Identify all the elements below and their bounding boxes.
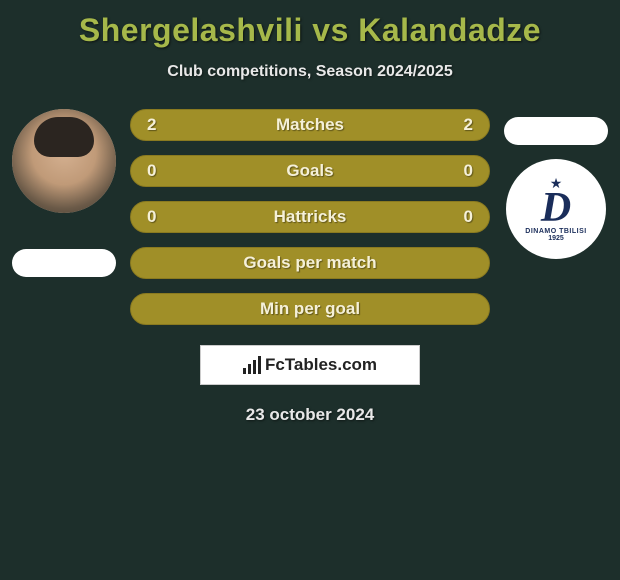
stat-label: Goals bbox=[286, 161, 333, 181]
stat-bars: 2 Matches 2 0 Goals 0 0 Hattricks 0 Goal… bbox=[130, 109, 490, 325]
stat-right-value: 0 bbox=[453, 207, 473, 227]
stat-label: Matches bbox=[276, 115, 344, 135]
club-badge-year: 1925 bbox=[548, 235, 564, 242]
club-badge-name: DINAMO TBILISI bbox=[525, 228, 586, 235]
brand-attribution: FcTables.com bbox=[200, 345, 420, 385]
right-player-club-badge: ★ D DINAMO TBILISI 1925 bbox=[506, 159, 606, 259]
stat-row-matches: 2 Matches 2 bbox=[130, 109, 490, 141]
stat-row-goals: 0 Goals 0 bbox=[130, 155, 490, 187]
comparison-date: 23 october 2024 bbox=[0, 405, 620, 425]
stat-label: Goals per match bbox=[243, 253, 376, 273]
club-badge-letter: D bbox=[541, 192, 571, 226]
stat-row-hattricks: 0 Hattricks 0 bbox=[130, 201, 490, 233]
stat-left-value: 2 bbox=[147, 115, 167, 135]
stat-left-value: 0 bbox=[147, 207, 167, 227]
left-player-avatar bbox=[12, 109, 116, 213]
comparison-body: 2 Matches 2 0 Goals 0 0 Hattricks 0 Goal… bbox=[0, 109, 620, 325]
avatar-placeholder-icon bbox=[12, 109, 116, 213]
stat-left-value: 0 bbox=[147, 161, 167, 181]
left-player-column bbox=[8, 109, 120, 277]
bar-chart-icon bbox=[243, 356, 261, 374]
stat-right-value: 2 bbox=[453, 115, 473, 135]
brand-text: FcTables.com bbox=[265, 355, 377, 375]
stat-label: Min per goal bbox=[260, 299, 360, 319]
stat-label: Hattricks bbox=[274, 207, 347, 227]
stat-row-min-per-goal: Min per goal bbox=[130, 293, 490, 325]
stat-right-value: 0 bbox=[453, 161, 473, 181]
comparison-title: Shergelashvili vs Kalandadze bbox=[0, 0, 620, 49]
left-player-flag bbox=[12, 249, 116, 277]
comparison-subtitle: Club competitions, Season 2024/2025 bbox=[0, 63, 620, 81]
right-player-flag bbox=[504, 117, 608, 145]
stat-row-goals-per-match: Goals per match bbox=[130, 247, 490, 279]
right-player-column: ★ D DINAMO TBILISI 1925 bbox=[500, 109, 612, 259]
